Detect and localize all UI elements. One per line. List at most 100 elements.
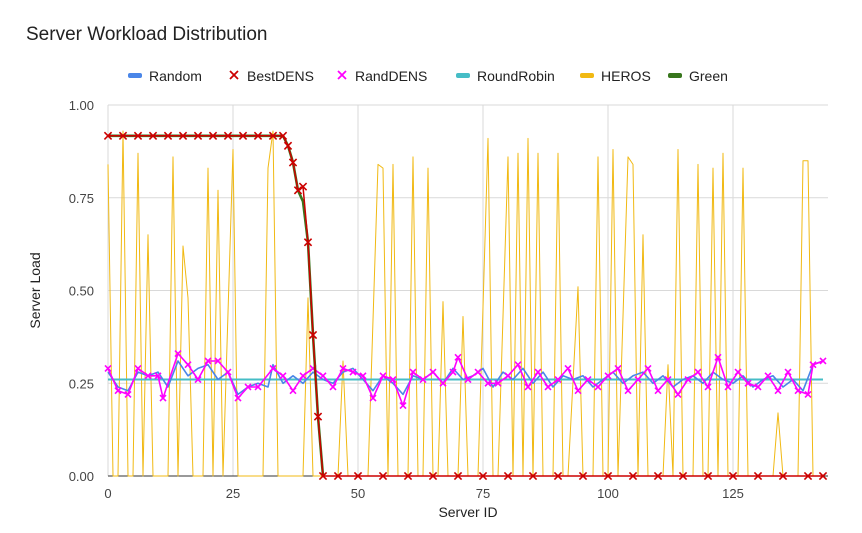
x-tick-label: 50 [351, 486, 365, 501]
data-point-mark [439, 379, 447, 387]
data-point-bestdens [238, 131, 248, 140]
data-point-mark [103, 131, 113, 140]
data-point-randdens [349, 368, 357, 376]
data-point-bestdens [653, 471, 663, 481]
data-point-randdens [439, 379, 447, 387]
x-tick-label: 0 [104, 486, 111, 501]
data-point-randdens [234, 394, 242, 402]
data-point-bestdens [428, 471, 438, 481]
data-point-mark [474, 368, 482, 376]
data-point-bestdens [303, 238, 313, 247]
data-point-bestdens [178, 131, 188, 140]
data-point-bestdens [148, 131, 158, 140]
data-point-mark [359, 372, 367, 380]
data-point-mark [244, 383, 252, 391]
data-point-mark [624, 387, 632, 395]
data-point-mark [254, 383, 262, 391]
data-point-mark [223, 131, 233, 140]
data-point-mark [604, 372, 612, 380]
data-point-mark [684, 375, 692, 384]
data-point-randdens [454, 353, 462, 361]
data-point-bestdens [293, 186, 303, 195]
data-point-mark [819, 357, 827, 365]
y-axis-title: Server Load [27, 252, 43, 328]
data-point-randdens [159, 394, 167, 402]
data-point-randdens [299, 372, 307, 380]
data-point-bestdens [728, 471, 738, 481]
data-point-randdens [194, 375, 202, 384]
data-point-mark [449, 368, 457, 376]
legend-label: RandDENS [355, 68, 427, 84]
data-point-randdens [674, 390, 682, 398]
data-point-mark [134, 364, 142, 372]
data-point-randdens [664, 375, 672, 384]
data-point-mark [204, 357, 212, 365]
data-point-mark [603, 471, 613, 481]
data-point-mark [653, 471, 663, 481]
data-point-mark [379, 372, 387, 380]
data-point-bestdens [503, 471, 513, 481]
data-point-mark [764, 372, 772, 380]
data-point-mark [339, 364, 347, 372]
data-point-mark [494, 379, 502, 387]
data-point-bestdens [278, 131, 288, 140]
legend-label: Green [689, 68, 728, 84]
data-point-bestdens [818, 471, 828, 481]
data-point-mark [678, 471, 688, 481]
data-point-mark [724, 383, 732, 391]
data-point-bestdens [753, 471, 763, 481]
data-point-mark [353, 471, 363, 481]
data-point-mark [289, 387, 297, 395]
y-tick-label: 0.75 [69, 191, 94, 206]
data-point-randdens [514, 361, 522, 369]
legend-swatch [580, 73, 594, 78]
data-point-mark [704, 383, 712, 391]
legend-item-random: Random [128, 68, 202, 84]
data-point-mark [238, 131, 248, 140]
data-point-mark [174, 350, 182, 358]
data-point-randdens [269, 364, 277, 372]
data-point-randdens [644, 364, 652, 372]
legend-label: RoundRobin [477, 68, 555, 84]
data-point-randdens [594, 383, 602, 391]
y-tick-label: 0.25 [69, 376, 94, 391]
data-point-bestdens [313, 412, 323, 421]
data-point-randdens [289, 387, 297, 395]
legend-label: HEROS [601, 68, 651, 84]
data-point-randdens [684, 375, 692, 384]
data-point-mark [208, 131, 218, 140]
data-point-bestdens [478, 471, 488, 481]
data-point-bestdens [223, 131, 233, 140]
data-point-mark [774, 387, 782, 395]
data-point-mark [299, 372, 307, 380]
legend-swatch [128, 73, 142, 78]
data-point-mark [644, 364, 652, 372]
legend-swatch [229, 70, 239, 80]
data-point-bestdens [353, 471, 363, 481]
data-point-mark [524, 383, 532, 391]
data-point-mark [464, 375, 472, 384]
data-point-randdens [399, 401, 407, 410]
data-point-randdens [369, 394, 377, 402]
data-point-randdens [174, 350, 182, 358]
data-point-randdens [504, 372, 512, 380]
data-point-bestdens [253, 131, 263, 140]
data-point-randdens [429, 368, 437, 376]
legend-item-roundrobin: RoundRobin [456, 68, 555, 84]
data-point-randdens [624, 387, 632, 395]
data-point-bestdens [453, 471, 463, 481]
data-point-bestdens [298, 182, 308, 191]
data-point-randdens [419, 375, 427, 384]
data-point-randdens [464, 375, 472, 384]
data-point-randdens [534, 368, 542, 376]
data-point-bestdens [803, 471, 813, 481]
data-point-mark [214, 357, 222, 365]
data-point-randdens [329, 383, 337, 391]
y-tick-label: 0.00 [69, 469, 94, 484]
data-point-mark [163, 131, 173, 140]
data-point-mark [503, 471, 513, 481]
data-point-mark [268, 131, 278, 140]
x-tick-label: 75 [476, 486, 490, 501]
